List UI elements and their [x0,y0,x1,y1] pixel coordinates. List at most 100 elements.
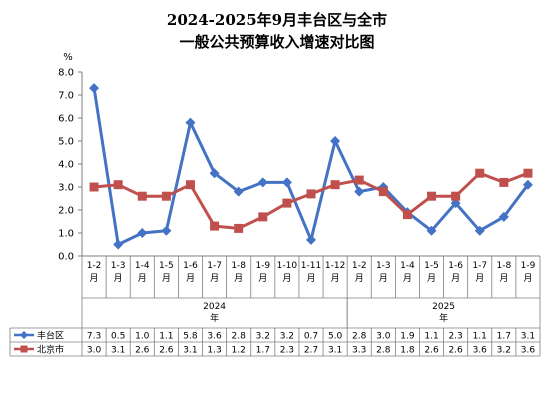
data-label: 2.8 [232,332,247,342]
data-label: 1.0 [135,332,150,342]
data-label: 2.8 [376,346,391,356]
data-label: 3.1 [183,346,197,356]
data-point [427,191,437,201]
x-tick-label: 1-7 [207,261,222,271]
data-point [378,187,388,197]
x-tick-label-suffix: 月 [403,273,412,284]
data-label: 3.6 [521,346,536,356]
x-tick-label-suffix: 月 [306,273,315,284]
y-tick-label: 8.0 [58,68,74,79]
data-point [306,234,316,245]
data-label: 5.8 [183,332,198,342]
x-tick-label-suffix: 月 [355,273,364,284]
data-label: 3.3 [352,346,366,356]
chart-title-line1: 2024-2025年9月丰台区与全市 [167,11,387,29]
x-tick-label-suffix: 月 [331,273,340,284]
data-label: 2.7 [304,346,318,356]
data-label: 3.2 [256,332,270,342]
x-tick-label: 1-11 [301,261,321,271]
y-tick-label: 4.0 [58,160,74,171]
data-point [498,211,509,222]
chart-title-line2: 一般公共预算收入增速对比图 [179,33,374,51]
data-point [258,212,268,222]
x-tick-label-suffix: 月 [379,273,388,284]
data-label: 1.1 [424,332,438,342]
data-point [185,117,196,128]
data-label: 1.9 [400,332,415,342]
data-point [161,225,172,236]
data-point [89,83,100,94]
data-label: 0.5 [111,332,125,342]
data-label: 1.7 [256,346,270,356]
data-point [354,186,365,197]
x-tick-label: 1-8 [231,261,246,271]
data-table: 1-2 月 1-3 月 1-4 月 1-5 月 1-6 月 1-7 月 1-8 月 1-9 月 1-10 月 1-1… [9,256,541,357]
data-label: 1.2 [232,346,246,356]
y-tick-label: 1.0 [58,229,74,240]
x-tick-label: 1-4 [400,261,415,271]
data-label: 3.0 [87,346,102,356]
y-tick-label: 7.0 [58,91,74,102]
data-point [306,189,316,199]
data-label: 1.1 [473,332,487,342]
data-label: 2.6 [424,346,439,356]
y-tick-label: 5.0 [58,137,74,148]
x-tick-label-suffix: 月 [210,273,219,284]
data-point [282,198,292,208]
x-tick-label-suffix: 月 [282,273,291,284]
x-tick-label: 1-6 [183,261,198,271]
x-tick-label-suffix: 月 [258,273,267,284]
data-point [281,177,292,188]
x-tick-label: 1-6 [448,261,463,271]
x-tick-label-suffix: 月 [90,273,99,284]
x-group-label: 2024 [203,302,226,312]
x-tick-label-suffix: 月 [499,273,508,284]
series-line-1 [93,171,529,230]
x-tick-label: 1-2 [352,261,367,271]
data-label: 0.7 [304,332,318,342]
x-tick-label-suffix: 月 [475,273,484,284]
data-point [330,180,340,190]
x-tick-label: 1-8 [496,261,511,271]
data-label: 2.8 [352,332,367,342]
data-label: 3.2 [280,332,294,342]
data-point [426,225,437,236]
x-tick-label: 1-3 [111,261,126,271]
data-point [354,175,364,185]
data-label: 2.3 [280,346,294,356]
data-label: 3.2 [497,346,511,356]
y-tick-label: 2.0 [58,206,74,217]
data-label: 1.7 [497,332,511,342]
data-label: 3.0 [376,332,391,342]
data-point [185,180,195,190]
x-tick-label: 1-10 [277,261,298,271]
x-tick-label: 1-4 [135,261,150,271]
legend-key-marker [20,345,28,353]
x-tick-label-suffix: 月 [523,273,532,284]
x-group-label-suffix: 年 [439,312,448,324]
legend-key-marker [20,331,28,339]
data-point [209,168,220,179]
legend-label: 丰台区 [37,330,64,342]
data-point [234,223,244,233]
data-label: 5.0 [328,332,343,342]
data-label: 2.6 [135,346,150,356]
data-label: 3.1 [328,346,342,356]
x-tick-label: 1-3 [376,261,391,271]
y-axis-unit: % [63,52,73,63]
data-point [475,168,485,178]
data-label: 1.3 [207,346,221,356]
x-group-label: 2025 [432,302,455,312]
data-point [161,191,171,201]
x-tick-label-suffix: 月 [234,273,243,284]
y-tick-label: 3.0 [58,183,74,194]
data-point [499,177,509,187]
data-point [137,191,147,201]
data-point [233,186,244,197]
x-tick-label-suffix: 月 [451,273,460,284]
x-tick-label: 1-2 [87,261,102,271]
data-point [522,179,533,190]
data-point [210,221,220,231]
data-point [137,228,148,238]
